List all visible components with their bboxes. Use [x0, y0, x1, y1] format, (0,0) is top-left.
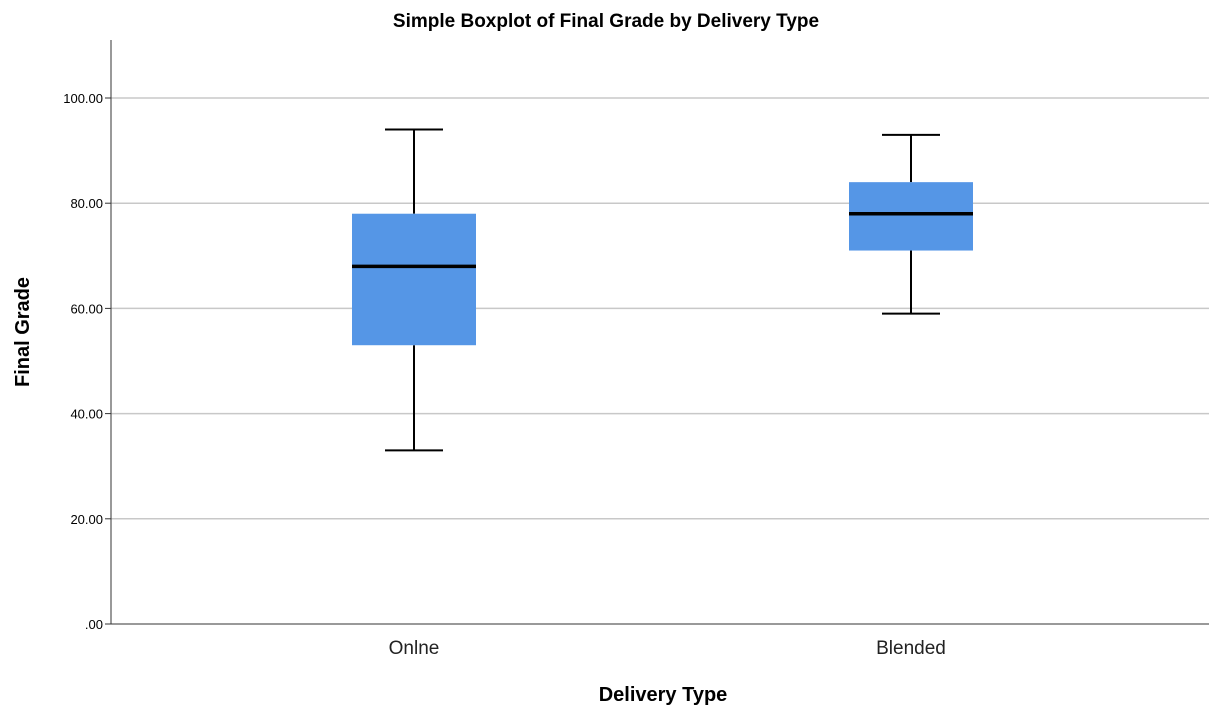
y-tick-label: 80.00: [70, 196, 103, 211]
x-axis-categories: Onlne Blended: [389, 638, 946, 659]
x-category-label: Blended: [876, 638, 946, 659]
y-tick-label: 40.00: [70, 407, 103, 422]
x-axis-title: Delivery Type: [599, 684, 728, 706]
y-axis-title: Final Grade: [12, 277, 34, 387]
iqr-box: [352, 213, 476, 346]
y-tick-label: 20.00: [70, 512, 103, 527]
chart-title: Simple Boxplot of Final Grade by Deliver…: [393, 11, 819, 32]
iqr-box: [849, 182, 973, 251]
box-blended: [849, 133, 973, 315]
boxes: [352, 128, 973, 452]
y-tick-label: .00: [85, 617, 103, 632]
box-onlne: [352, 128, 476, 452]
y-tick-label: 100.00: [63, 91, 103, 106]
x-category-label: Onlne: [389, 638, 440, 659]
y-axis-ticks: .00 20.00 40.00 60.00 80.00 100.00: [63, 91, 111, 632]
grid-lines: [111, 97, 1209, 520]
y-tick-label: 60.00: [70, 301, 103, 316]
